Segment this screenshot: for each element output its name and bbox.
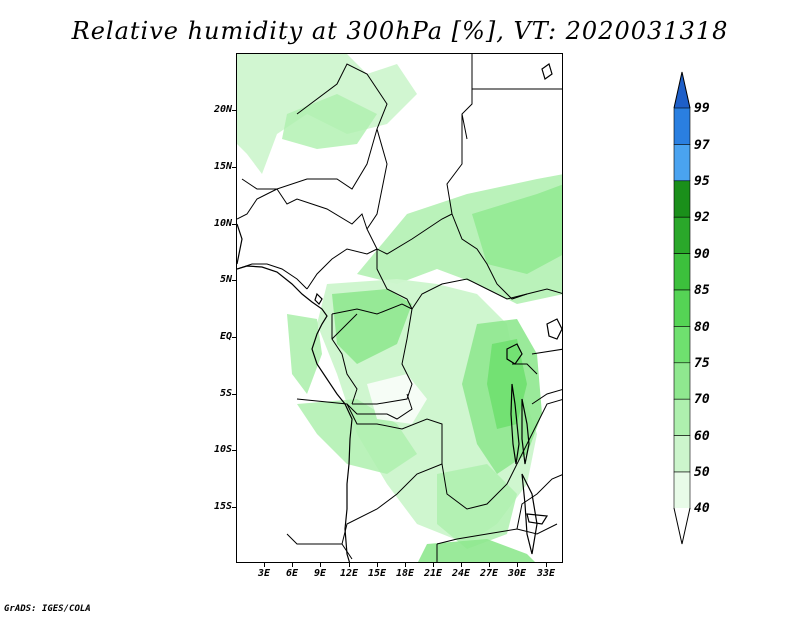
- lat-label: 20N: [213, 104, 232, 115]
- lon-label: 3E: [257, 568, 271, 579]
- colorbar-label: 95: [694, 174, 710, 189]
- colorbar-label: 80: [694, 320, 710, 335]
- lon-tick: [264, 563, 265, 567]
- lon-tick: [377, 563, 378, 567]
- colorbar-segment: [673, 362, 691, 400]
- lon-tick: [546, 563, 547, 567]
- lon-label: 33E: [536, 568, 556, 579]
- colorbar-bottom-arrow: [673, 507, 691, 545]
- colorbar-segment: [673, 216, 691, 254]
- lat-label: 5N: [219, 274, 232, 285]
- coastline: [237, 63, 562, 562]
- lat-tick: [232, 224, 236, 225]
- lon-tick: [292, 563, 293, 567]
- map-panel: [236, 53, 563, 563]
- map-canvas: [237, 54, 562, 562]
- colorbar-segment: [673, 144, 691, 182]
- colorbar-segment: [673, 471, 691, 509]
- lon-tick: [517, 563, 518, 567]
- chart-title: Relative humidity at 300hPa [%], VT: 202…: [71, 17, 729, 45]
- lon-tick: [461, 563, 462, 567]
- colorbar-segment: [673, 326, 691, 364]
- colorbar-label: 97: [694, 138, 710, 153]
- footer-credit: GrADS: IGES/COLA: [4, 604, 91, 614]
- lon-label: 30E: [507, 568, 527, 579]
- colorbar-arrow-fill: [674, 72, 690, 108]
- lat-label: 15N: [213, 161, 232, 172]
- lon-label: 18E: [395, 568, 415, 579]
- colorbar-label: 85: [694, 283, 710, 298]
- lon-label: 27E: [479, 568, 499, 579]
- colorbar-label: 50: [694, 465, 710, 480]
- colorbar-arrow-fill: [674, 508, 690, 544]
- colorbar-segment: [673, 180, 691, 218]
- colorbar-segment: [673, 398, 691, 436]
- lon-tick: [433, 563, 434, 567]
- colorbar-segments: [673, 72, 691, 544]
- lon-tick: [405, 563, 406, 567]
- lat-tick: [232, 337, 236, 338]
- lon-label: 6E: [285, 568, 299, 579]
- country-boundaries: [237, 54, 562, 562]
- lat-tick: [232, 110, 236, 111]
- lat-label: 5S: [219, 388, 232, 399]
- lat-label: 10N: [213, 218, 232, 229]
- lon-tick: [320, 563, 321, 567]
- colorbar-segment: [673, 435, 691, 473]
- colorbar-segment: [673, 253, 691, 291]
- colorbar-label: 99: [694, 101, 710, 116]
- colorbar-label: 92: [694, 210, 710, 225]
- colorbar-label: 75: [694, 356, 710, 371]
- lon-label: 9E: [313, 568, 327, 579]
- colorbar-top-arrow: [673, 71, 691, 109]
- colorbar-label: 40: [694, 501, 710, 516]
- colorbar: [673, 71, 691, 545]
- lon-label: 12E: [339, 568, 359, 579]
- lat-tick: [232, 167, 236, 168]
- lat-tick: [232, 280, 236, 281]
- colorbar-label: 60: [694, 429, 710, 444]
- colorbar-segment: [673, 289, 691, 327]
- lon-tick: [349, 563, 350, 567]
- lat-label: EQ: [219, 331, 232, 342]
- lat-tick: [232, 450, 236, 451]
- lat-label: 10S: [213, 444, 232, 455]
- lat-tick: [232, 394, 236, 395]
- lon-tick: [489, 563, 490, 567]
- colorbar-label: 70: [694, 392, 710, 407]
- lat-tick: [232, 507, 236, 508]
- lon-label: 24E: [451, 568, 471, 579]
- humidity-shading: [237, 54, 562, 562]
- lon-label: 15E: [367, 568, 387, 579]
- lon-label: 21E: [423, 568, 443, 579]
- colorbar-segment: [673, 107, 691, 145]
- lat-label: 15S: [213, 501, 232, 512]
- colorbar-label: 90: [694, 247, 710, 262]
